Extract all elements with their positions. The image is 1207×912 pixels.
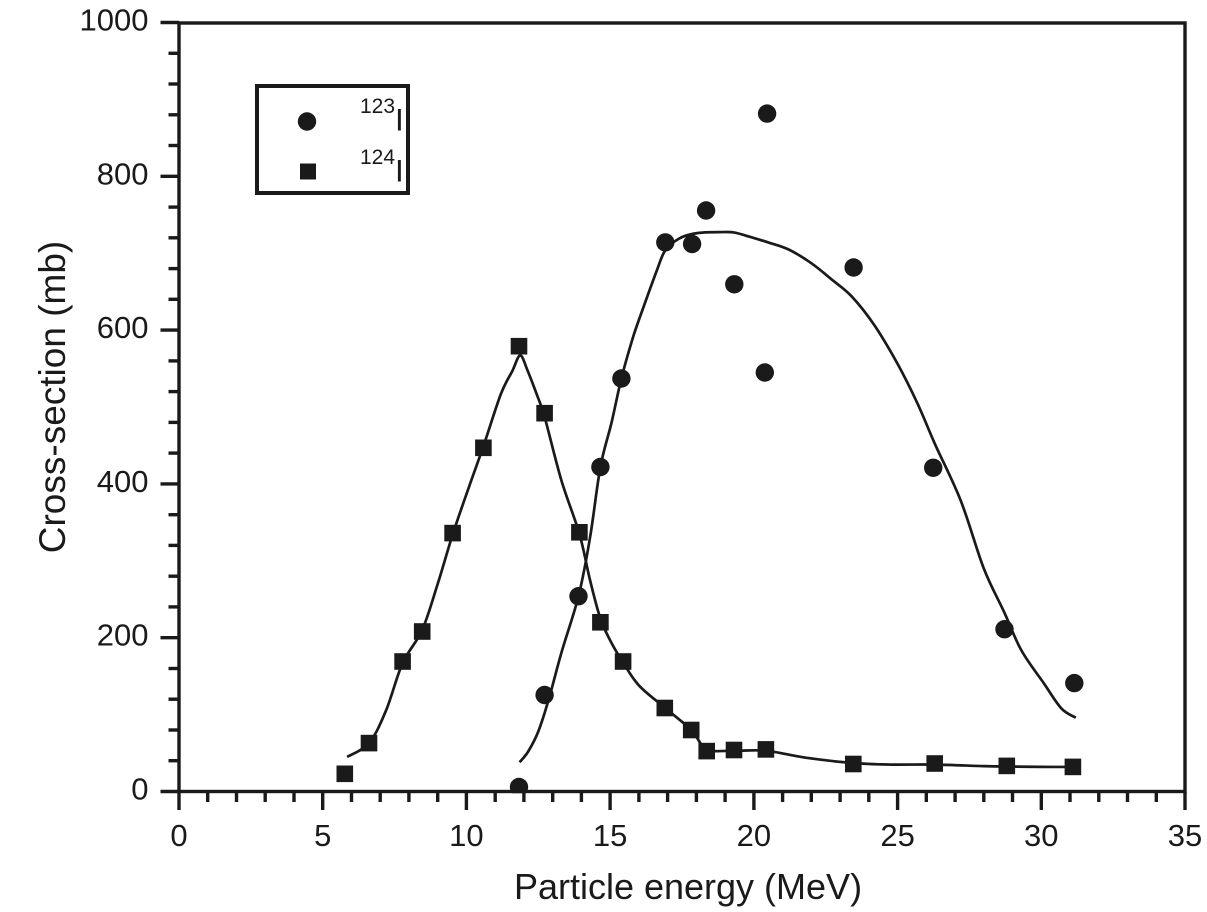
svg-text:25: 25: [880, 818, 914, 853]
svg-text:800: 800: [97, 156, 149, 191]
svg-text:200: 200: [97, 618, 149, 653]
svg-text:124I: 124I: [360, 146, 404, 189]
svg-text:Cross-section (mb): Cross-section (mb): [32, 241, 73, 554]
svg-text:0: 0: [170, 818, 187, 853]
svg-text:Particle energy (MeV): Particle energy (MeV): [514, 866, 862, 907]
svg-text:5: 5: [314, 818, 331, 853]
svg-text:30: 30: [1024, 818, 1058, 853]
svg-text:0: 0: [131, 772, 148, 807]
svg-text:20: 20: [737, 818, 771, 853]
svg-text:1000: 1000: [80, 3, 149, 38]
svg-text:123I: 123I: [360, 95, 404, 138]
svg-text:600: 600: [97, 310, 149, 345]
svg-text:400: 400: [97, 464, 149, 499]
svg-text:15: 15: [593, 818, 627, 853]
svg-text:10: 10: [449, 818, 483, 853]
svg-text:35: 35: [1168, 818, 1202, 853]
